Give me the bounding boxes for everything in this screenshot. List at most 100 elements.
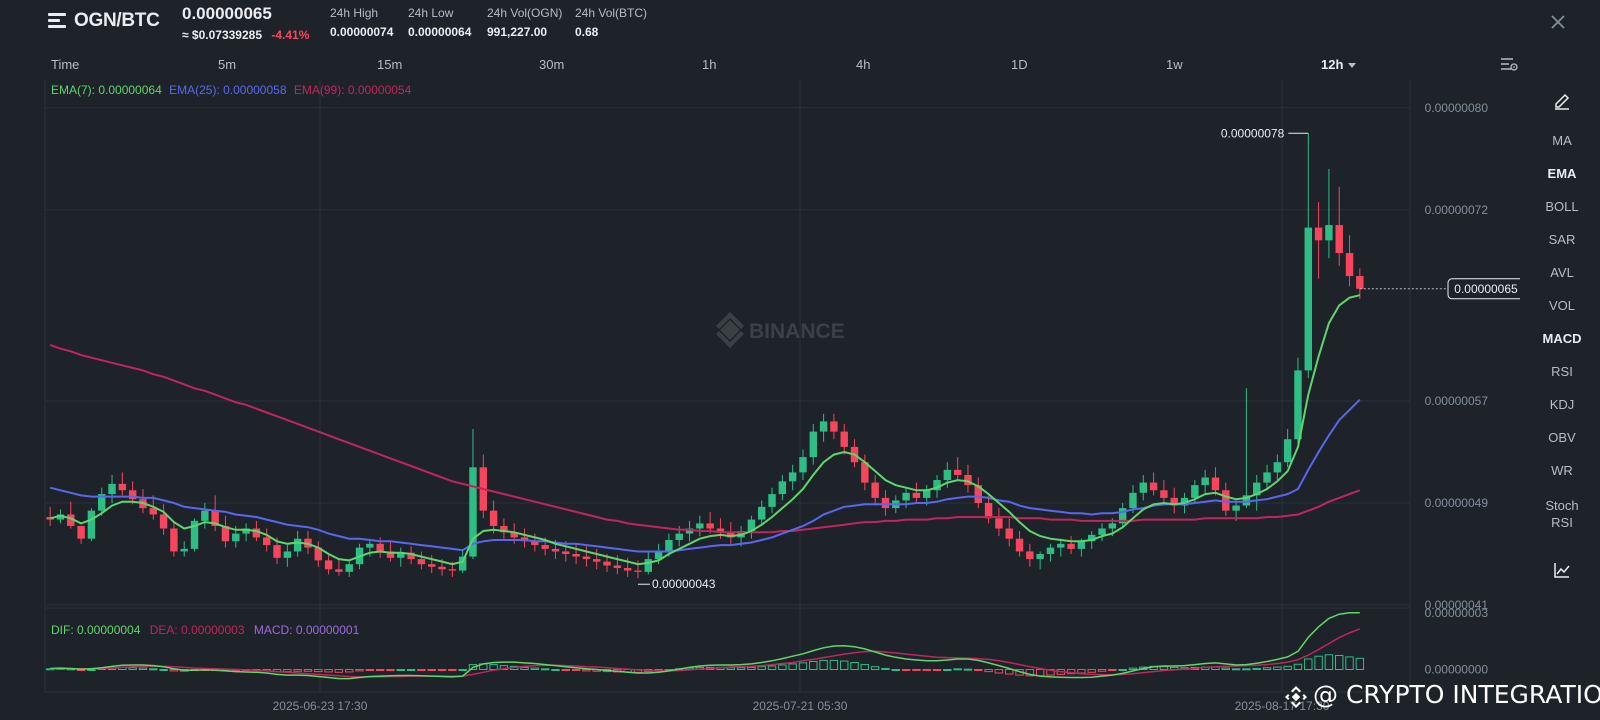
macd-histogram-bar	[850, 662, 859, 670]
candle-body	[1108, 523, 1117, 529]
candle-body	[324, 560, 333, 570]
macd-histogram-bar	[922, 669, 931, 672]
candle-body	[1129, 492, 1137, 509]
tab-1h[interactable]: 1h	[702, 57, 717, 72]
macd-histogram-bar	[829, 659, 839, 671]
macd-histogram-bar	[355, 669, 364, 672]
macd-histogram-bar	[149, 668, 158, 671]
candle-body	[747, 519, 756, 532]
indicator-wr[interactable]: WR	[1551, 463, 1573, 478]
ema7-line	[49, 294, 1361, 566]
macd-histogram-bar	[1262, 667, 1272, 670]
current-price-label: 0.00000065	[1454, 282, 1518, 296]
indicator-boll[interactable]: BOLL	[1545, 199, 1579, 214]
candle-body	[1170, 497, 1178, 506]
close-icon[interactable]	[1548, 12, 1568, 32]
candle-body	[799, 457, 807, 473]
candle-body	[458, 556, 467, 571]
candle-body	[407, 552, 415, 560]
macd-histogram-bar	[1293, 663, 1303, 670]
candle-body	[1180, 497, 1189, 506]
macd-histogram-bar	[1355, 657, 1365, 670]
tab-15m[interactable]: 15m	[377, 57, 403, 72]
menu-icon[interactable]	[48, 13, 66, 29]
macd-histogram-bar	[778, 664, 787, 671]
indicator-rsi[interactable]: RSI	[1551, 364, 1573, 379]
macd-histogram-bar	[1335, 655, 1344, 670]
candle-body	[77, 525, 85, 539]
candle-body	[1026, 551, 1034, 560]
chevron-down-icon	[1348, 63, 1357, 69]
y-tick-label: 0.00000041	[1425, 598, 1489, 612]
candle-body	[500, 525, 508, 533]
stat-label: 24h Vol(BTC)	[575, 6, 648, 20]
candle-body	[572, 554, 580, 557]
tab-4h[interactable]: 4h	[856, 57, 871, 72]
candle-body	[428, 564, 436, 567]
indicator-vol[interactable]: VOL	[1548, 298, 1575, 313]
indicator-kdj[interactable]: KDJ	[1549, 397, 1575, 412]
tab-time[interactable]: Time	[51, 57, 80, 72]
candle-body	[252, 528, 261, 538]
timeframe-bar: Time 5m 15m 30m 1h 4h 1D 1w 12h	[0, 54, 1520, 76]
indicator-ema[interactable]: EMA	[1547, 166, 1577, 181]
macd-histogram-bar	[757, 666, 766, 671]
candle-body	[201, 510, 209, 521]
indicator-avl[interactable]: AVL	[1550, 265, 1574, 280]
tab-5m[interactable]: 5m	[218, 57, 237, 72]
dea-line	[50, 628, 1361, 678]
macd-histogram-bar	[1118, 669, 1127, 671]
candle-body	[242, 528, 250, 534]
chart-type-icon[interactable]	[1552, 560, 1572, 580]
macd-histogram-bar	[1242, 668, 1251, 671]
indicator-ma[interactable]: MA	[1552, 133, 1572, 148]
candle-body	[1046, 547, 1055, 554]
tab-1w[interactable]: 1w	[1166, 57, 1183, 72]
binance-watermark-icon	[716, 312, 744, 348]
stat-24h-vol-ogn: 24h Vol(OGN) 991,227.00	[487, 6, 562, 39]
price-chart[interactable]: 0.00000080 0.00000072 0.00000057 0.00000049…	[0, 80, 1520, 720]
usd-price: ≈ $0.07339285	[182, 28, 262, 42]
candle-body	[871, 482, 879, 498]
candle-body	[881, 497, 890, 509]
ema-legend: EMA(7): 0.00000064 EMA(25): 0.00000058 E…	[51, 83, 411, 97]
candle-body	[1335, 225, 1343, 254]
tab-12h[interactable]: 12h	[1321, 57, 1357, 72]
pair-name: OGN/BTC	[74, 10, 160, 31]
candle-body	[67, 514, 75, 526]
candle-body	[974, 485, 982, 503]
candle-body	[1118, 508, 1127, 524]
candle-body	[469, 467, 477, 557]
high-annotation: 0.00000078	[1221, 126, 1285, 140]
indicator-stoch-rsi[interactable]: Stoch RSI	[1545, 498, 1579, 530]
draw-tool-icon[interactable]	[1552, 90, 1572, 110]
tab-1d[interactable]: 1D	[1011, 57, 1028, 72]
indicator-sar[interactable]: SAR	[1548, 232, 1576, 247]
candle-body	[366, 543, 374, 548]
candle-body	[510, 532, 518, 538]
candle-body	[1356, 276, 1364, 289]
x-tick-label: 2025-08-17 17:30	[1235, 699, 1330, 713]
low-annotation: 0.00000043	[652, 577, 716, 591]
macd-histogram-bar	[1097, 669, 1107, 672]
macd-histogram-bar	[994, 669, 1004, 674]
y-tick-label: 0.00000049	[1425, 496, 1489, 510]
indicator-macd[interactable]: MACD	[1542, 331, 1582, 346]
tab-30m[interactable]: 30m	[539, 57, 565, 72]
candle-body	[778, 481, 787, 495]
macd-histogram-bar	[427, 669, 436, 671]
macd-histogram-bar	[860, 664, 870, 670]
macd-histogram-bar	[303, 669, 313, 672]
macd-histogram-bar	[912, 669, 921, 672]
chart-settings-icon[interactable]	[1500, 56, 1518, 72]
x-tick-label: 2025-06-23 17:30	[273, 699, 368, 713]
pair-selector[interactable]: OGN/BTC	[48, 10, 160, 32]
candle-body	[613, 565, 622, 569]
macd-histogram-bar	[932, 669, 942, 671]
macd-histogram-bar	[458, 669, 467, 671]
candle-body	[190, 520, 199, 549]
candle-body	[593, 559, 601, 562]
indicator-obv[interactable]: OBV	[1548, 430, 1576, 445]
macd-histogram-bar	[128, 667, 137, 670]
macd-histogram-bar	[406, 669, 416, 671]
